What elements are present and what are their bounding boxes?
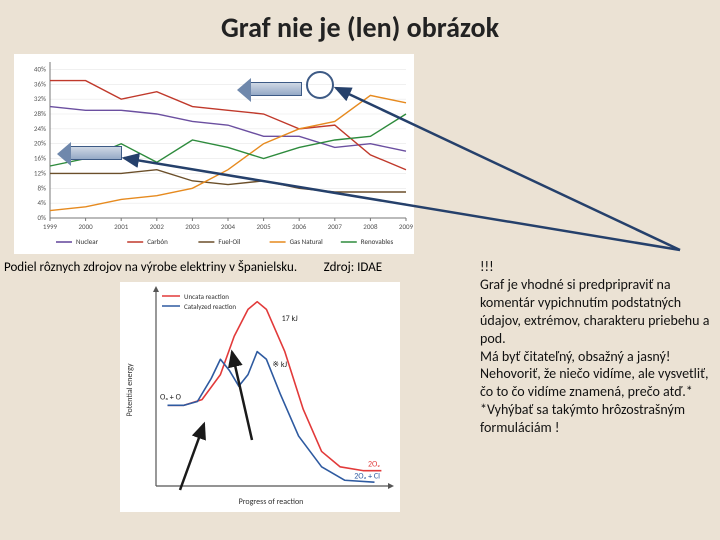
svg-text:24%: 24% — [34, 124, 46, 133]
svg-text:Potential energy: Potential energy — [125, 363, 135, 416]
annotation-block-arrow — [70, 146, 122, 160]
svg-text:2O₂ + Cl: 2O₂ + Cl — [354, 472, 380, 482]
svg-text:20%: 20% — [34, 139, 46, 148]
svg-text:2007: 2007 — [328, 222, 343, 231]
svg-text:Catalyzed reaction: Catalyzed reaction — [184, 302, 236, 311]
svg-text:Nuclear: Nuclear — [76, 237, 99, 246]
sidebar-p3: Nehovoriť, že niečo vidíme, ale vysvetli… — [480, 365, 712, 401]
svg-text:2O₂: 2O₂ — [368, 460, 380, 470]
svg-text:28%: 28% — [34, 109, 46, 118]
caption-source: Zdroj: IDAE — [324, 260, 382, 275]
svg-text:2001: 2001 — [114, 222, 129, 231]
svg-text:8%: 8% — [37, 183, 46, 192]
svg-text:Fuel-Oil: Fuel-Oil — [218, 237, 240, 246]
svg-text:Renovables: Renovables — [361, 237, 394, 246]
svg-text:12%: 12% — [34, 168, 46, 177]
slide-title: Graf nie je (len) obrázok — [0, 0, 720, 51]
sidebar-commentary: !!! Graf je vhodné si predpripraviť na k… — [480, 258, 712, 437]
svg-text:2009: 2009 — [399, 222, 414, 231]
annotation-block-arrow — [250, 82, 302, 96]
svg-text:2006: 2006 — [292, 222, 307, 231]
annotation-circle — [306, 71, 334, 99]
svg-text:2003: 2003 — [185, 222, 200, 231]
svg-text:36%: 36% — [34, 79, 46, 88]
svg-text:16%: 16% — [34, 154, 46, 163]
sidebar-p1: Graf je vhodné si predpripraviť na komen… — [480, 276, 712, 348]
svg-text:Progress of reaction: Progress of reaction — [239, 497, 304, 507]
caption-text: Podiel rôznych zdrojov na výrobe elektri… — [4, 260, 297, 275]
svg-text:※ kJ: ※ kJ — [272, 360, 287, 370]
chart-reaction-energy: Potential energy Progress of reaction Unca… — [120, 282, 400, 512]
svg-text:0%: 0% — [37, 213, 46, 222]
svg-text:2008: 2008 — [363, 222, 378, 231]
svg-text:4%: 4% — [37, 198, 46, 207]
svg-text:O₃ + O: O₃ + O — [160, 392, 182, 402]
sidebar-p4: *Vyhýbať sa takýmto hrôzostrašným formul… — [480, 401, 712, 437]
svg-text:Gas Natural: Gas Natural — [290, 237, 324, 246]
sidebar-excl: !!! — [480, 258, 712, 276]
svg-text:1999: 1999 — [43, 222, 58, 231]
chart1-caption: Podiel rôznych zdrojov na výrobe elektri… — [0, 260, 382, 275]
svg-text:2002: 2002 — [150, 222, 165, 231]
svg-text:2004: 2004 — [221, 222, 236, 231]
svg-text:17 kJ: 17 kJ — [282, 314, 299, 324]
sidebar-p2: Má byť čitateľný, obsažný a jasný! — [480, 348, 712, 366]
svg-text:32%: 32% — [34, 94, 46, 103]
svg-text:2005: 2005 — [256, 222, 271, 231]
svg-text:Carbón: Carbón — [147, 237, 168, 246]
svg-text:Uncata reaction: Uncata reaction — [184, 292, 229, 301]
svg-text:2000: 2000 — [78, 222, 93, 231]
svg-text:40%: 40% — [34, 64, 46, 73]
